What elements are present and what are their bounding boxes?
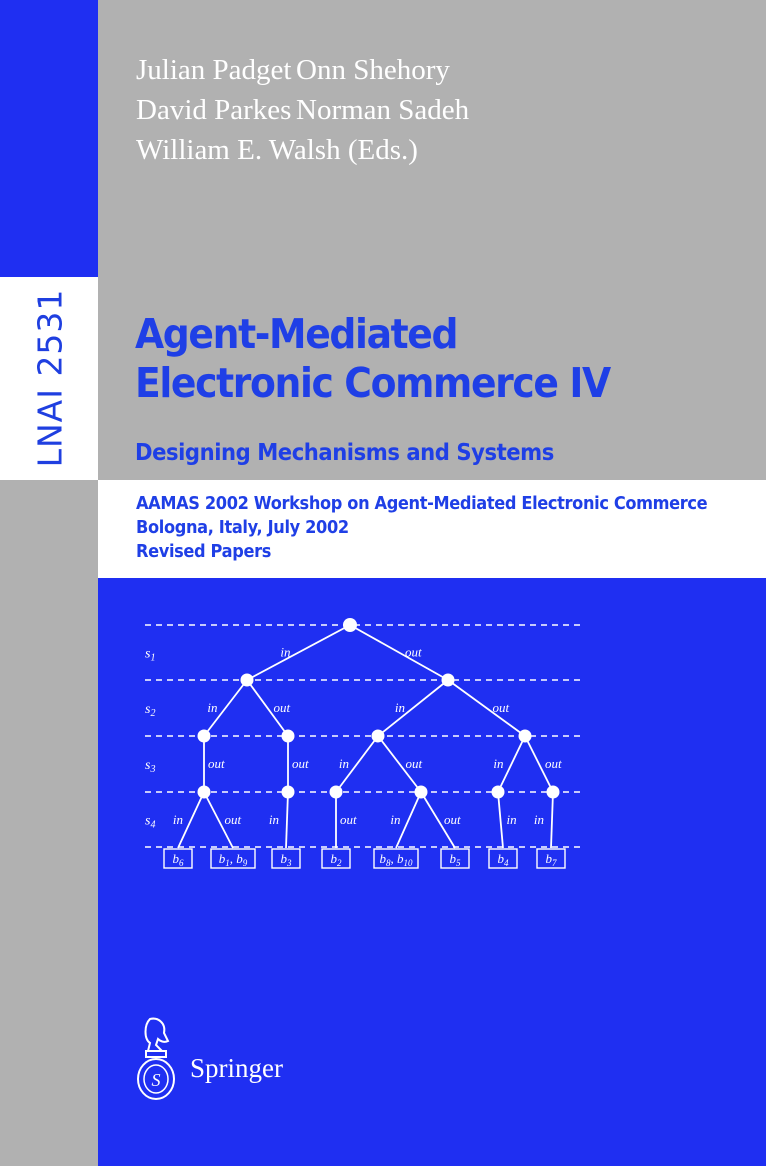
level-label: s3	[145, 758, 155, 775]
leaf-label: b5	[450, 851, 462, 868]
spine-strip-blue	[0, 0, 98, 277]
tree-node	[281, 729, 295, 743]
editor: Norman Sadeh	[296, 94, 470, 126]
workshop-line: Bologna, Italy, July 2002	[136, 517, 349, 538]
spine-strip-gray	[0, 480, 98, 1166]
tree-node	[343, 618, 357, 632]
leaf-label: b8, b10	[380, 851, 414, 868]
edge-label: out	[340, 812, 357, 827]
edge-label: in	[390, 812, 400, 827]
edge-label: in	[534, 812, 544, 827]
edge-label: out	[208, 756, 225, 771]
leaf-box	[373, 848, 419, 869]
edge-label: in	[269, 812, 279, 827]
tree-edge	[524, 735, 554, 793]
book-title: Agent-Mediated Electronic Commerce IV	[135, 310, 611, 408]
svg-text:S: S	[152, 1070, 161, 1090]
publisher-name: Springer	[190, 1053, 283, 1083]
leaf-box	[488, 848, 518, 869]
editor: David Parkes	[136, 94, 292, 126]
leaf-box	[440, 848, 470, 869]
leaf-label: b3	[281, 851, 293, 868]
spine-strip-white	[0, 277, 98, 480]
tree-edge	[497, 791, 504, 849]
edge-label: out	[225, 812, 242, 827]
title-line: Electronic Commerce IV	[135, 359, 611, 407]
workshop-line: Revised Papers	[136, 541, 271, 562]
cover-top-panel	[98, 0, 766, 480]
tree-edge	[246, 679, 289, 737]
leaf-box	[321, 848, 351, 869]
leaf-label: b6	[173, 851, 185, 868]
tree-edge	[349, 624, 449, 681]
editor: Onn Shehory	[296, 54, 450, 86]
tree-edge	[377, 679, 449, 737]
tree-edge	[395, 791, 422, 849]
tree-edge	[447, 679, 526, 737]
tree-node	[281, 785, 295, 799]
level-label: s2	[145, 702, 155, 719]
level-label: s4	[145, 814, 155, 831]
cover-white-band	[98, 480, 766, 578]
leaf-label: b2	[331, 851, 343, 868]
leaf-box	[210, 848, 256, 869]
tree-node	[441, 673, 455, 687]
edge-label: in	[395, 700, 405, 715]
tree-edge	[420, 791, 456, 849]
workshop-line: AAMAS 2002 Workshop on Agent-Mediated El…	[136, 493, 708, 514]
tree-node	[197, 785, 211, 799]
tree-edge	[285, 791, 289, 849]
tree-node	[371, 729, 385, 743]
tree-node	[240, 673, 254, 687]
tree-edge	[177, 791, 205, 849]
tree-edge	[335, 735, 379, 793]
edge-label: in	[280, 645, 290, 660]
edge-label: out	[444, 812, 461, 827]
tree-edge	[203, 791, 234, 849]
level-label: s1	[145, 647, 155, 664]
leaf-label: b4	[498, 851, 510, 868]
tree-edge	[550, 791, 554, 849]
edge-label: out	[274, 700, 291, 715]
edge-label: out	[545, 756, 562, 771]
tree-edge	[497, 735, 526, 793]
edge-label: out	[405, 645, 422, 660]
edge-label: out	[493, 700, 510, 715]
edge-label: out	[406, 756, 423, 771]
tree-edge	[246, 624, 351, 681]
edge-label: in	[173, 812, 183, 827]
springer-knight-logo: S	[137, 1017, 175, 1100]
workshop-info: AAMAS 2002 Workshop on Agent-Mediated El…	[136, 492, 708, 564]
editor: William E. Walsh (Eds.)	[136, 134, 418, 166]
book-subtitle: Designing Mechanisms and Systems	[135, 440, 554, 466]
leaf-label: b7	[546, 851, 558, 868]
leaf-box	[163, 848, 193, 869]
tree-node	[491, 785, 505, 799]
edge-label: in	[339, 756, 349, 771]
tree-node	[546, 785, 560, 799]
edge-label: in	[507, 812, 517, 827]
tree-node	[518, 729, 532, 743]
leaf-box	[271, 848, 301, 869]
title-line: Agent-Mediated	[135, 310, 458, 358]
leaf-label: b1, b9	[219, 851, 248, 868]
edge-label: in	[207, 700, 217, 715]
editors: Julian Padget Onn Shehory David Parkes Nor…	[136, 50, 469, 170]
tree-edge	[377, 735, 422, 793]
tree-node	[197, 729, 211, 743]
tree-edge	[203, 679, 248, 737]
tree-node	[414, 785, 428, 799]
leaf-box	[536, 848, 566, 869]
cover-bottom-panel	[98, 578, 766, 1166]
edge-label: out	[292, 756, 309, 771]
tree-node	[329, 785, 343, 799]
edge-label: in	[493, 756, 503, 771]
editor: Julian Padget	[136, 54, 292, 86]
